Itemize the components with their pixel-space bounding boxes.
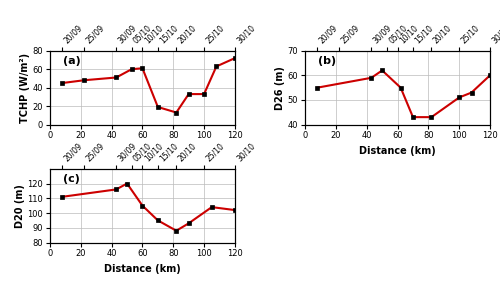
- Text: (c): (c): [63, 174, 80, 184]
- Y-axis label: D26 (m): D26 (m): [275, 66, 285, 110]
- X-axis label: Distance (km): Distance (km): [359, 146, 436, 156]
- Y-axis label: TCHP (W/m²): TCHP (W/m²): [20, 52, 30, 123]
- Text: (a): (a): [63, 56, 80, 66]
- Y-axis label: D20 (m): D20 (m): [14, 184, 24, 228]
- Text: (b): (b): [318, 56, 336, 66]
- X-axis label: Distance (km): Distance (km): [104, 264, 181, 274]
